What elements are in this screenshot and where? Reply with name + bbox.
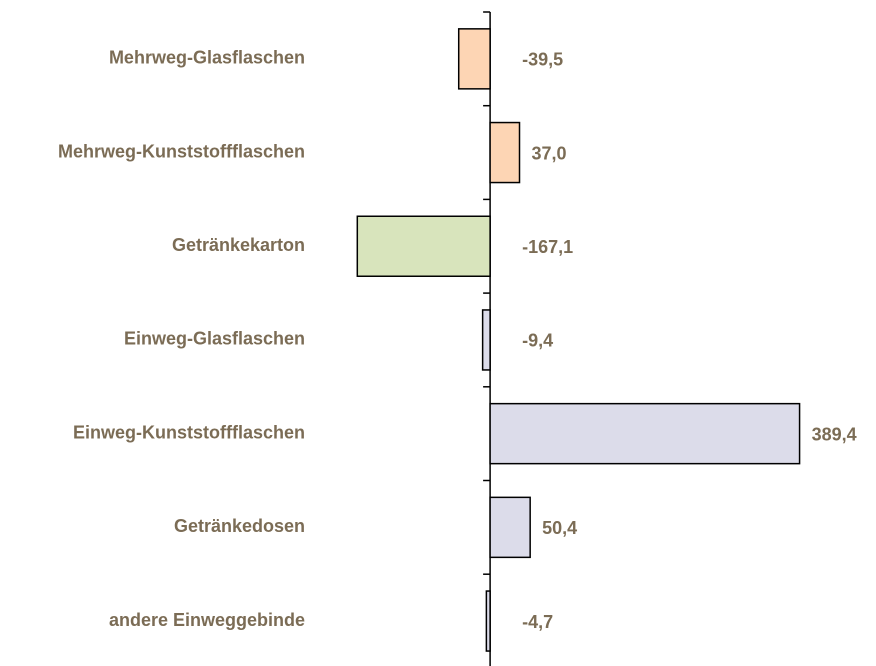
bar bbox=[356, 215, 491, 277]
value-label: -39,5 bbox=[522, 50, 563, 70]
category-label: Mehrweg-Kunststoffflaschen bbox=[58, 141, 305, 161]
category-label: Mehrweg-Glasflaschen bbox=[109, 48, 305, 68]
bar bbox=[489, 496, 531, 559]
value-label: 50,4 bbox=[542, 518, 577, 538]
value-label: -167,1 bbox=[522, 237, 573, 257]
value-label: -4,7 bbox=[522, 612, 553, 632]
value-label: 389,4 bbox=[812, 424, 857, 444]
value-label: -9,4 bbox=[522, 331, 553, 351]
bar bbox=[489, 402, 801, 465]
value-label: 37,0 bbox=[532, 143, 567, 163]
bar bbox=[485, 590, 491, 652]
category-label: andere Einweggebinde bbox=[109, 610, 305, 630]
category-label: Getränkedosen bbox=[174, 516, 305, 536]
bar bbox=[489, 121, 521, 184]
category-label: Getränkekarton bbox=[172, 235, 305, 255]
bar bbox=[481, 309, 491, 371]
category-label: Einweg-Glasflaschen bbox=[124, 329, 305, 349]
category-label: Einweg-Kunststoffflaschen bbox=[73, 422, 305, 442]
bar bbox=[457, 28, 491, 90]
